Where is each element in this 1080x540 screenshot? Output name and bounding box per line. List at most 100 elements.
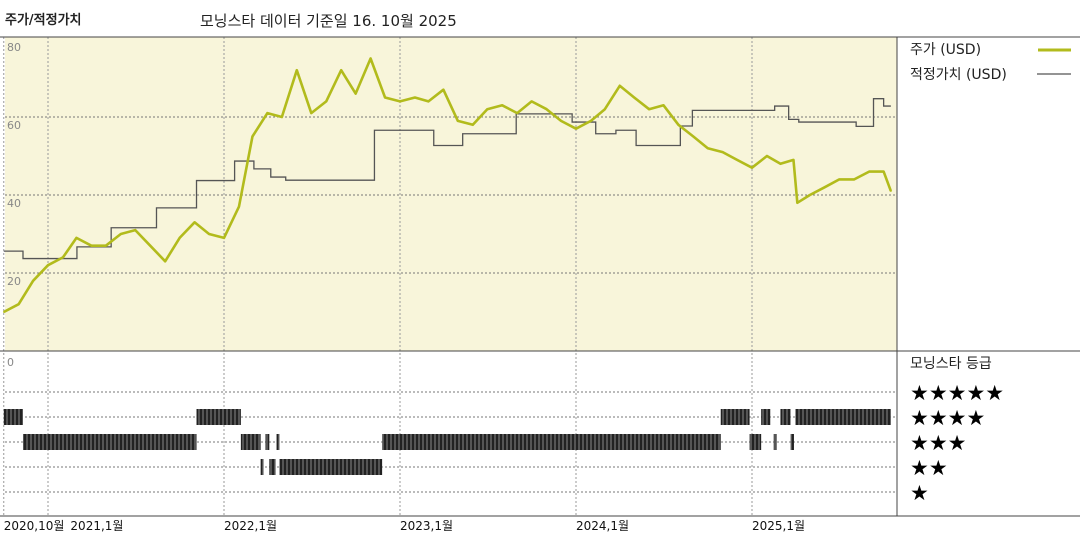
rating-4-stars: ★★★★ [910,406,985,430]
price-point [251,135,254,138]
price-point [238,205,240,208]
rating-bar-2-stars [279,459,383,475]
price-point [310,112,313,114]
rating-bar-4-stars [720,409,750,425]
price-point [501,104,504,107]
x-tick-label: 2020,10월 [4,519,65,533]
price-point [545,108,548,110]
y-tick-label: 40 [7,197,21,210]
price-point [90,244,93,247]
rating-bar-3-stars [265,434,270,450]
price-point [853,178,856,181]
price-point [296,69,298,71]
price-point [766,155,768,157]
price-point [427,100,430,103]
price-point [442,88,445,91]
price-point [325,100,328,103]
price-point [486,108,489,110]
price-point [399,100,401,103]
price-point [457,120,459,122]
fair-value-line [3,98,891,260]
rating-bar-3-stars [240,434,261,450]
price-point [575,127,577,130]
price-point [32,280,34,282]
rating-bar-2-stars [260,459,264,475]
price-series [2,57,893,314]
price-point [824,186,826,188]
price-point [178,237,181,239]
x-tick-label: 2022,1월 [224,519,277,533]
price-point [692,135,695,138]
price-point [2,311,5,313]
price-point [208,233,210,235]
price-point [17,303,20,306]
x-tick-label: 2021,1월 [70,519,123,533]
price-point [354,92,357,95]
rating-axis-zero: 0 [7,356,14,369]
price-point [266,112,269,114]
x-axis-labels: 2020,10월 2021,1월 2022,1월 2023,1월 2024,1월 2025… [4,519,805,533]
legend-fair-value-label: 적정가치 (USD) [910,67,1007,83]
rating-bar-3-stars [22,434,197,450]
price-point [149,244,152,247]
rating-bar-4-stars [761,409,771,425]
fair-value-series [3,98,891,260]
price-point [751,166,753,169]
price-point [75,237,78,239]
price-point [736,159,738,161]
price-point [662,104,665,107]
rating-bar-3-stars [749,434,762,450]
price-point [193,221,196,224]
price-point [384,96,386,99]
x-tick-label: 2023,1월 [400,519,453,533]
rating-bar-4-stars [196,409,241,425]
price-point [530,100,533,103]
price-point [792,159,795,161]
rating-bar-4-stars [795,409,891,425]
rating-bar-4-stars [780,409,791,425]
price-point [890,190,892,192]
price-point [604,108,606,110]
x-tick-label: 2024,1월 [576,519,629,533]
price-point [516,112,518,114]
rating-bar-4-stars [3,409,23,425]
price-point [633,96,635,99]
price-point [796,202,799,204]
rating-legend-title: 모닝스타 등급 [910,356,992,372]
rating-2-stars: ★★ [910,456,948,480]
price-point [105,244,107,247]
price-point [369,57,372,60]
rating-bar-2-stars [269,459,276,475]
legend: 주가 (USD) 적정가치 (USD) 모닝스타 등급 ★★★★★ ★★★★ ★… [910,42,1071,505]
price-point [838,178,841,181]
rating-bar-3-stars [382,434,721,450]
y-tick-label: 60 [7,119,21,132]
rating-bar-3-stars [790,434,794,450]
price-point [648,108,650,110]
price-point [47,264,49,267]
rating-1-star: ★ [910,481,929,505]
rating-bar-3-stars [773,434,777,450]
price-point [677,124,680,126]
y-tick-label: 80 [7,41,21,54]
price-point [472,124,474,126]
rating-bars [3,409,891,475]
rating-bar-3-stars [276,434,280,450]
price-point [62,256,64,259]
price-point [721,151,724,153]
data-date-subtitle: 모닝스타 데이터 기준일 16. 10월 2025 [200,12,457,30]
price-point [560,120,562,122]
rating-3-stars: ★★★ [910,431,966,455]
price-point [281,116,283,118]
x-tick-label: 2025,1월 [752,519,805,533]
price-point [779,163,782,165]
price-point [809,194,811,196]
price-point [223,237,225,239]
price-point [164,260,166,263]
legend-price-label: 주가 (USD) [910,42,981,58]
y-tick-label: 20 [7,275,21,288]
price-point [618,85,621,87]
price-point [868,170,870,173]
price-point [590,120,592,122]
